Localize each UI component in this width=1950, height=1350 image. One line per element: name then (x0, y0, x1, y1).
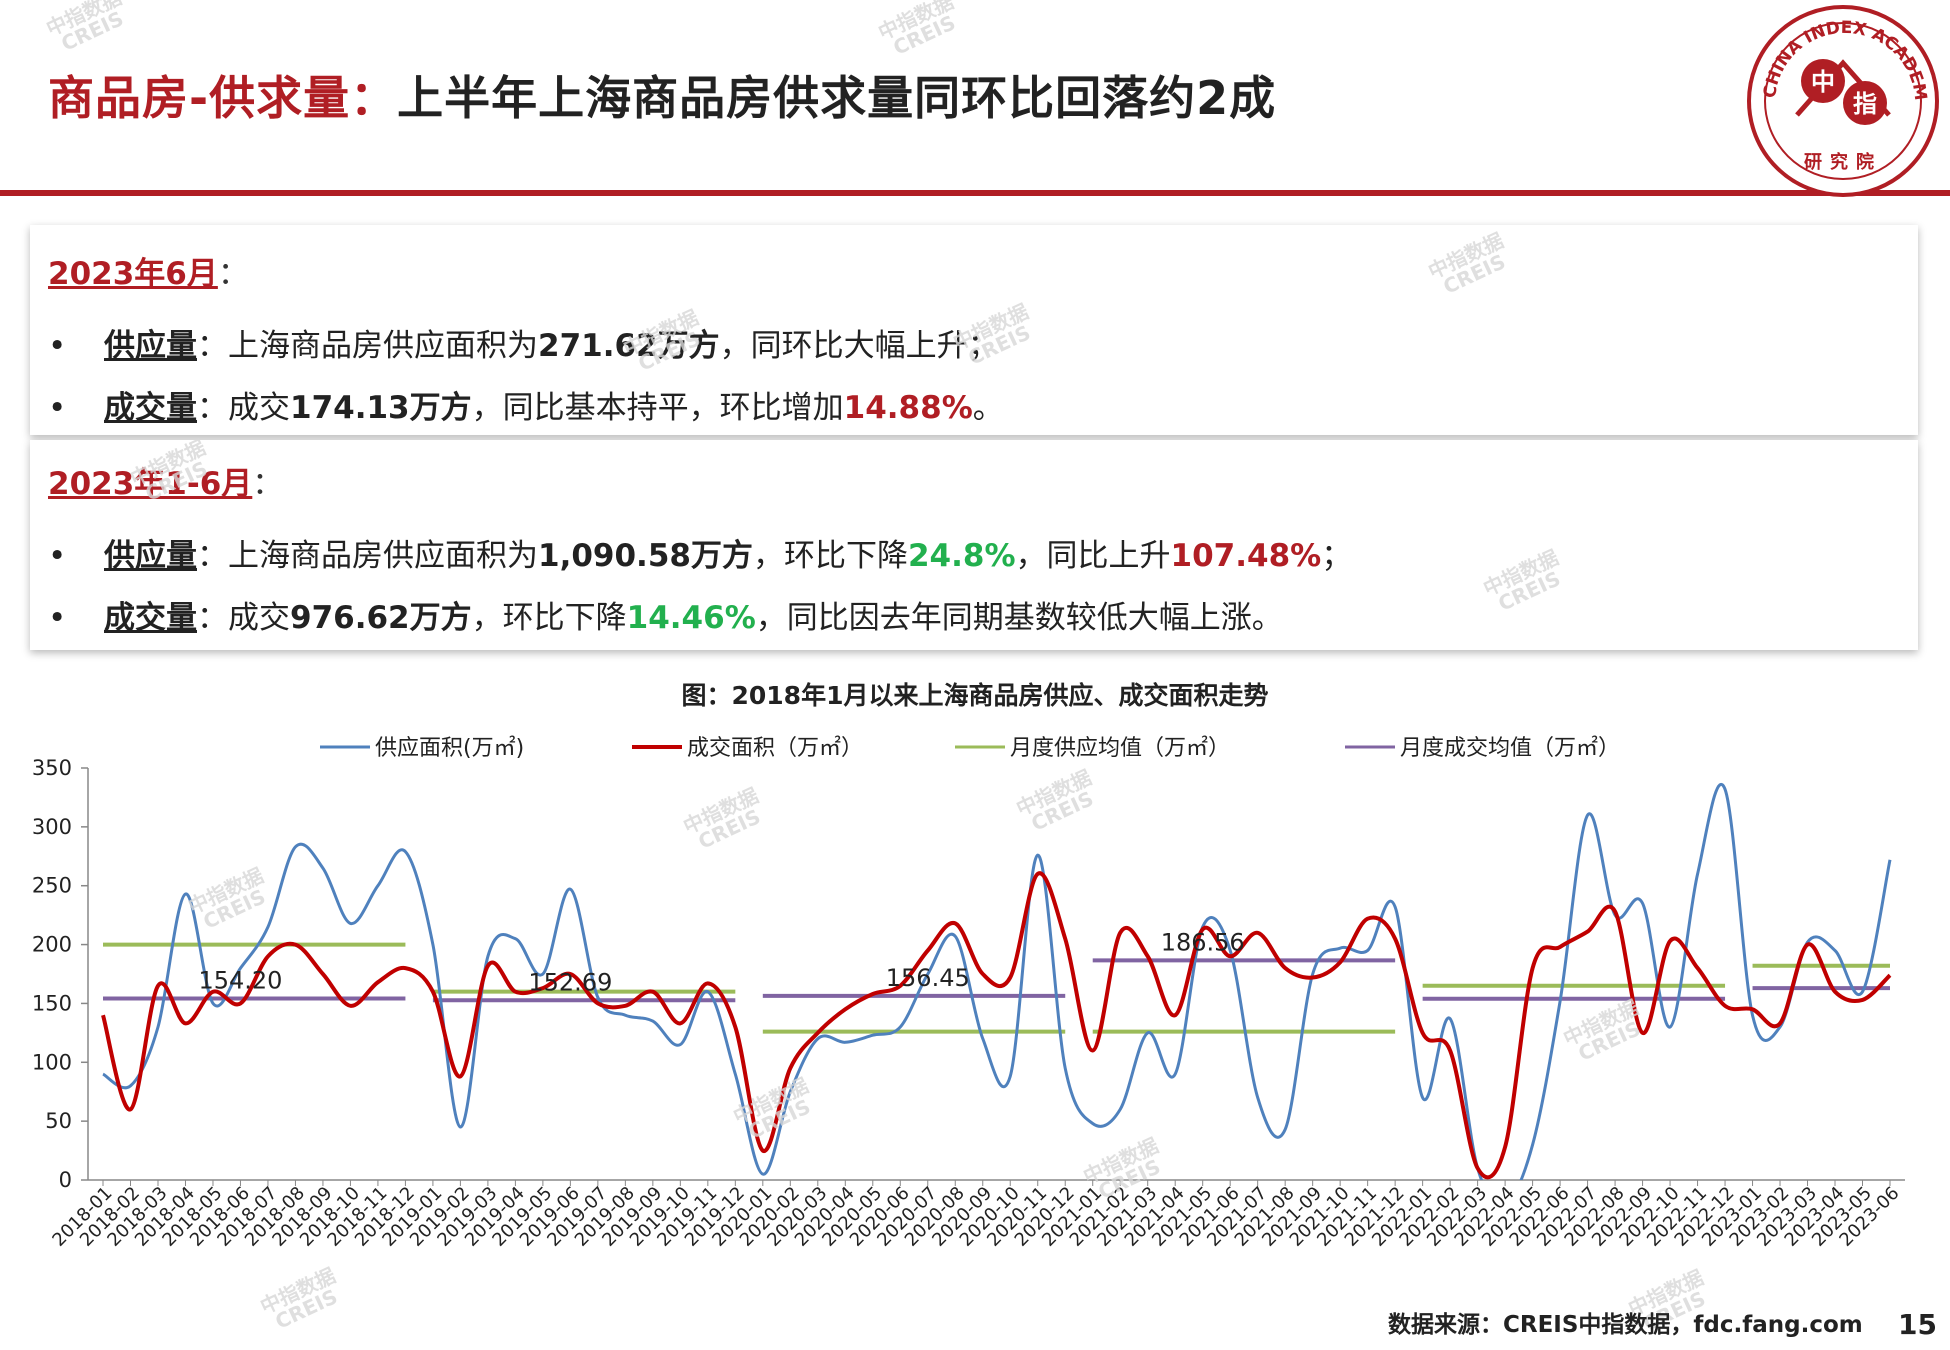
legend-label: 月度供应均值（万㎡） (1010, 735, 1230, 761)
h1-supply-text1: ：上海商品房供应面积为 (197, 538, 538, 574)
h1-supply-pct-up: 107.48% (1170, 538, 1322, 574)
h1-deal-line: • 成交量：成交976.62万方，环比下降14.46%，同比因去年同期基数较低大幅… (48, 592, 1283, 637)
june-supply-text2: ，同环比大幅上升； (719, 328, 999, 364)
h1-supply-text2: ，环比下降 (752, 538, 908, 574)
june-supply-text1: ：上海商品房供应面积为 (197, 328, 538, 364)
data-label: 156.45 (886, 964, 970, 992)
h1-deal-pct-down: 14.46% (626, 600, 756, 636)
page-number: 15 (1898, 1308, 1937, 1341)
june-deal-value: 174.13万方 (290, 390, 472, 426)
bullet-dot: • (48, 328, 67, 364)
h1-deal-text2: ，环比下降 (471, 600, 627, 636)
legend-label: 成交面积（万㎡） (687, 735, 863, 761)
legend-label: 月度成交均值（万㎡） (1400, 735, 1620, 761)
bullet-dot: • (48, 538, 67, 574)
logo-char-zhong: 中 (1811, 68, 1835, 96)
y-tick-label: 350 (32, 756, 72, 780)
june-summary-card: 2023年6月： • 供应量：上海商品房供应面积为271.62万方，同环比大幅上升… (30, 225, 1918, 435)
june-deal-text3: 。 (972, 390, 1004, 426)
june-supply-value: 271.62万方 (538, 328, 720, 364)
h1-supply-value: 1,090.58万方 (538, 538, 753, 574)
june-deal-text2: ，同比基本持平，环比增加 (471, 390, 844, 426)
supply-term: 供应量 (104, 328, 197, 364)
h1-supply-line: • 供应量：上海商品房供应面积为1,090.58万方，环比下降24.8%，同比上升… (48, 530, 1352, 575)
data-label: 186.56 (1161, 928, 1245, 956)
y-tick-label: 250 (32, 874, 72, 898)
bullet-dot: • (48, 600, 67, 636)
h1-supply-text4: ； (1321, 538, 1353, 574)
h1-summary-card: 2023年1-6月： • 供应量：上海商品房供应面积为1,090.58万方，环比下… (30, 440, 1918, 650)
h1-colon: ： (252, 466, 284, 502)
june-supply-line: • 供应量：上海商品房供应面积为271.62万方，同环比大幅上升； (48, 320, 999, 365)
june-period-label: 2023年6月 (48, 256, 218, 292)
deal-term: 成交量 (104, 600, 197, 636)
june-deal-pct: 14.88% (843, 390, 973, 426)
h1-deal-text1: ：成交 (197, 600, 290, 636)
deal-series-line (101, 871, 1892, 1180)
h1-deal-value: 976.62万方 (290, 600, 472, 636)
h1-period-label: 2023年1-6月 (48, 466, 253, 502)
header-divider (0, 190, 1950, 196)
data-label: 154.20 (198, 966, 282, 994)
legend-label: 供应面积(万㎡) (375, 735, 524, 761)
y-tick-label: 200 (32, 933, 72, 957)
title-main: 上半年上海商品房供求量同环比回落约2成 (397, 71, 1277, 125)
chart-title: 图：2018年1月以来上海商品房供应、成交面积走势 (681, 681, 1269, 710)
y-tick-label: 150 (32, 991, 72, 1015)
bullet-dot: • (48, 390, 67, 426)
supply-deal-line-chart: 0501001502002503003502018-012018-022018-… (32, 735, 1905, 1251)
deal-term: 成交量 (104, 390, 197, 426)
data-source: 数据来源：CREIS中指数据，fdc.fang.com (1388, 1312, 1863, 1338)
h1-deal-text3: ，同比因去年同期基数较低大幅上涨。 (755, 600, 1283, 636)
y-tick-label: 50 (45, 1109, 72, 1133)
page-title: 商品房-供求量：上半年上海商品房供求量同环比回落约2成 (48, 62, 1276, 128)
china-index-academy-logo: CHINA INDEX ACADEMY 中 指 研究院 (1745, 3, 1939, 197)
y-tick-label: 300 (32, 815, 72, 839)
h1-supply-pct-down: 24.8% (907, 538, 1016, 574)
june-heading: 2023年6月： (48, 248, 249, 293)
june-deal-text1: ：成交 (197, 390, 290, 426)
watermark: 中指数据 CREIS (42, 0, 132, 57)
june-colon: ： (217, 256, 249, 292)
h1-heading: 2023年1-6月： (48, 458, 283, 503)
logo-bottom-text: 研究院 (1804, 151, 1882, 173)
title-prefix: 商品房-供求量： (48, 71, 398, 125)
data-label: 152.69 (528, 968, 612, 996)
supply-term: 供应量 (104, 538, 197, 574)
h1-supply-text3: ，同比上升 (1015, 538, 1171, 574)
watermark: 中指数据 CREIS (874, 0, 964, 61)
june-deal-line: • 成交量：成交174.13万方，同比基本持平，环比增加14.88%。 (48, 382, 1004, 427)
logo-char-zhi: 指 (1853, 90, 1877, 118)
y-tick-label: 100 (32, 1050, 72, 1074)
y-tick-label: 0 (59, 1168, 72, 1192)
